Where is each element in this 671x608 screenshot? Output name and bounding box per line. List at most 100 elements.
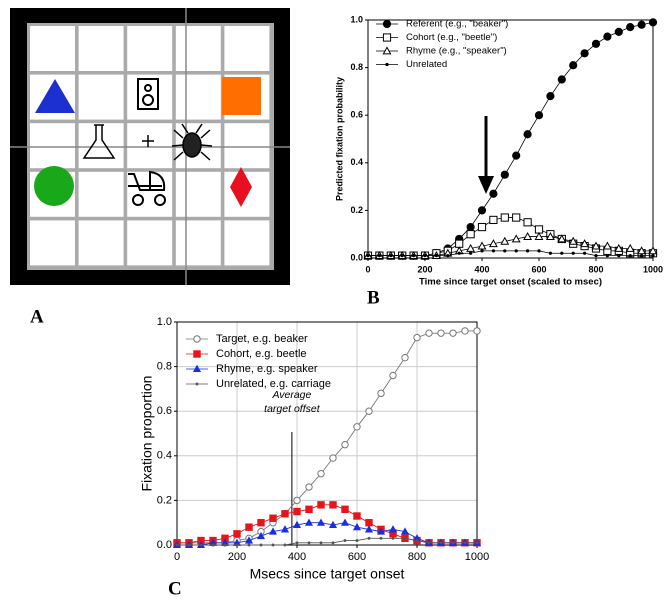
marker [380, 537, 383, 540]
marker [294, 497, 300, 503]
marker [423, 254, 426, 257]
marker [318, 470, 324, 476]
marker [236, 544, 239, 547]
marker [366, 254, 369, 257]
x-tick-label: 600 [348, 551, 366, 563]
marker [572, 252, 575, 255]
marker [438, 330, 444, 336]
marker [452, 541, 455, 544]
marker [354, 424, 360, 430]
marker [356, 539, 359, 542]
y-tick-label: 0.0 [350, 252, 363, 262]
marker [501, 171, 508, 178]
marker [412, 254, 415, 257]
x-tick-label: 400 [474, 264, 489, 274]
marker [296, 541, 299, 544]
marker [306, 484, 312, 490]
marker [368, 537, 371, 540]
legend-label: Referent (e.g., "beaker") [406, 19, 508, 30]
grid-cell [79, 123, 124, 168]
marker [640, 254, 643, 257]
marker [330, 502, 336, 508]
marker [467, 231, 474, 238]
x-tick-label: 0 [365, 264, 370, 274]
marker [246, 524, 252, 530]
marker [581, 50, 588, 57]
grid-cell [176, 75, 221, 120]
y-tick-label: 0.8 [350, 62, 363, 72]
grid-cell [79, 172, 124, 217]
marker [535, 112, 542, 119]
marker [188, 544, 191, 547]
marker [558, 76, 565, 83]
marker [435, 254, 438, 257]
marker [524, 219, 531, 226]
marker [606, 254, 609, 257]
y-tick-label: 0.2 [350, 205, 363, 215]
series-line [368, 22, 653, 255]
marker [440, 541, 443, 544]
annotation-text: target offset [264, 403, 321, 415]
grid-cell [79, 75, 124, 120]
x-tick-label: 800 [588, 264, 603, 274]
panel-label: C [168, 578, 182, 599]
legend-label: Rhyme, e.g. speaker [216, 363, 318, 375]
marker [513, 152, 520, 159]
legend-label: Cohort, e.g. beetle [216, 348, 307, 360]
marker [260, 544, 263, 547]
x-axis-label: Msecs since target onset [250, 566, 405, 582]
x-tick-label: 800 [408, 551, 426, 563]
panel-label: A [30, 306, 44, 327]
grid-cell [176, 172, 221, 217]
marker [258, 520, 264, 526]
marker [212, 544, 215, 547]
marker [342, 520, 348, 526]
arrow [478, 116, 494, 194]
y-tick-label: 0.4 [157, 450, 172, 462]
marker [492, 249, 495, 252]
grid-cell [176, 26, 221, 71]
marker [426, 330, 432, 336]
marker [385, 63, 388, 66]
marker [344, 539, 347, 542]
marker [294, 508, 300, 514]
marker [330, 455, 336, 461]
marker [503, 249, 506, 252]
marker [480, 249, 483, 252]
marker [604, 33, 611, 40]
grid-cell [79, 220, 124, 265]
marker [342, 441, 348, 447]
marker [490, 216, 497, 223]
marker [383, 20, 390, 27]
square-shape [222, 77, 261, 115]
marker [306, 506, 312, 512]
y-tick-label: 0.2 [157, 494, 172, 506]
x-tick-label: 200 [417, 264, 432, 274]
marker [320, 541, 323, 544]
marker [629, 254, 632, 257]
marker [526, 249, 529, 252]
marker [282, 526, 288, 532]
legend-label: Unrelated [406, 59, 447, 70]
marker [462, 328, 468, 334]
circle-shape [34, 166, 74, 206]
marker [404, 537, 407, 540]
marker [248, 544, 251, 547]
marker [383, 34, 390, 41]
x-tick-label: 600 [531, 264, 546, 274]
marker [318, 502, 324, 508]
grid-cell [30, 123, 75, 168]
marker [651, 254, 654, 257]
marker [446, 254, 449, 257]
legend-label: Rhyme (e.g., "speaker") [406, 46, 507, 57]
marker [378, 254, 381, 257]
marker [390, 526, 396, 532]
marker [401, 254, 404, 257]
y-tick-label: 0.0 [157, 539, 172, 551]
y-axis-label: Predicted fixation probability [334, 77, 344, 201]
grid-cells [30, 26, 269, 265]
marker [354, 513, 360, 519]
marker [458, 252, 461, 255]
marker [366, 408, 372, 414]
marker [467, 223, 474, 230]
